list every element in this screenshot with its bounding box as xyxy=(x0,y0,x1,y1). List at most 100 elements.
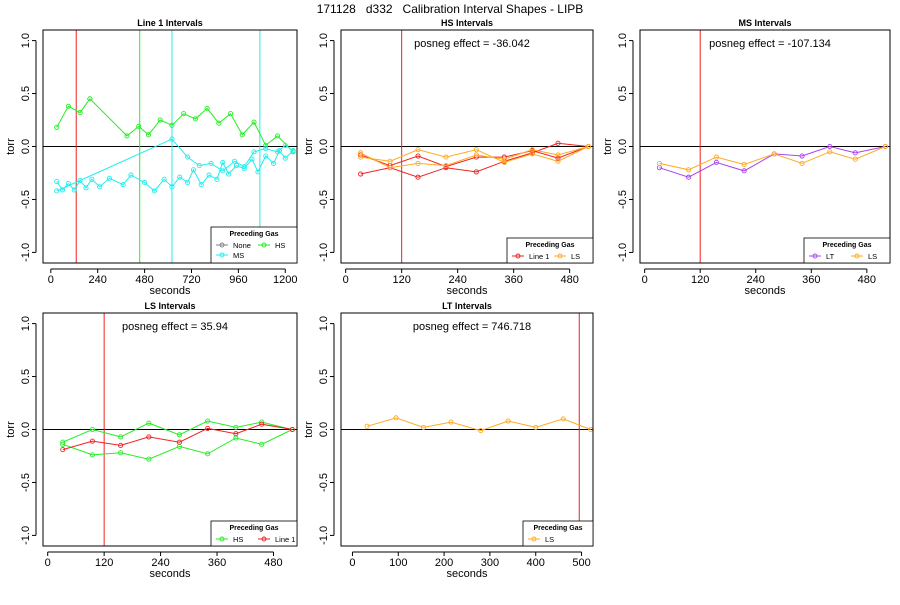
series-line-ls xyxy=(366,417,591,432)
data-point xyxy=(71,187,77,193)
legend-box xyxy=(506,237,594,264)
y-tick-label: -1.0 xyxy=(617,243,629,262)
data-point xyxy=(228,111,234,117)
plot-frame xyxy=(340,29,594,264)
data-point xyxy=(741,168,747,174)
data-point xyxy=(216,120,222,126)
data-point xyxy=(529,147,535,153)
series-line-hs xyxy=(56,98,294,153)
y-axis-label: torr xyxy=(5,138,17,155)
data-point xyxy=(54,178,60,184)
data-point xyxy=(358,152,364,158)
legend-entry-label: LS xyxy=(545,535,554,544)
data-point xyxy=(555,152,561,158)
legend-title: Preceding Gas xyxy=(525,242,574,249)
y-tick-label: -0.5 xyxy=(318,190,330,209)
y-tick-label: 0.0 xyxy=(20,139,32,154)
data-point xyxy=(387,165,393,171)
data-point xyxy=(415,147,421,153)
legend-entry-label: Line 1 xyxy=(275,535,295,544)
data-point xyxy=(204,105,210,111)
legend-marker xyxy=(219,242,225,248)
data-point xyxy=(533,424,539,430)
posneg-annotation: posneg effect = 35.94 xyxy=(122,321,228,333)
plot-frame xyxy=(42,29,298,264)
data-point xyxy=(192,116,198,122)
data-point xyxy=(473,147,479,153)
data-point xyxy=(176,439,182,445)
y-tick-label: 0.0 xyxy=(318,422,330,437)
data-point xyxy=(65,103,71,109)
y-tick-label: 1.0 xyxy=(20,33,32,48)
data-point xyxy=(54,124,60,130)
x-tick-label: 0 xyxy=(642,274,648,286)
series-line-ls xyxy=(360,146,589,163)
data-point xyxy=(77,110,83,116)
data-point xyxy=(106,175,112,181)
data-point xyxy=(882,143,888,150)
data-point xyxy=(259,421,265,427)
data-point xyxy=(151,188,157,194)
data-point xyxy=(505,418,511,424)
legend-entry-label: None xyxy=(233,241,251,250)
data-point xyxy=(443,163,449,169)
data-point xyxy=(555,140,561,146)
data-point xyxy=(274,133,281,139)
series-line-line-1 xyxy=(62,423,293,451)
data-point xyxy=(169,184,175,190)
data-point xyxy=(190,167,196,173)
legend-marker xyxy=(515,253,521,259)
y-tick-label: 0.0 xyxy=(318,139,330,154)
chart-panel-3: MS Intervals posneg effect = -107.134 0 120… xyxy=(602,18,891,297)
chart-title: HS Intervals xyxy=(441,18,493,28)
legend-entry-label: LS xyxy=(868,252,877,261)
data-point xyxy=(555,158,561,164)
x-axis-label: seconds xyxy=(447,285,488,297)
data-point xyxy=(473,169,479,175)
data-point xyxy=(124,133,130,139)
data-point xyxy=(120,182,126,188)
y-axis-label: torr xyxy=(5,421,17,438)
data-point xyxy=(220,159,226,165)
data-point xyxy=(176,432,182,438)
x-tick-label: 120 xyxy=(95,557,113,569)
data-point xyxy=(146,434,152,440)
x-tick-label: 100 xyxy=(389,557,407,569)
data-point xyxy=(198,182,204,188)
x-tick-label: 360 xyxy=(802,274,820,286)
data-point xyxy=(142,179,148,186)
data-point xyxy=(177,174,183,180)
plot-frame xyxy=(639,29,891,264)
data-point xyxy=(799,160,805,166)
plot-frame xyxy=(42,312,298,547)
data-point xyxy=(443,154,449,160)
legend: Preceding Gas LT LS xyxy=(803,237,891,264)
data-point xyxy=(251,119,257,125)
x-tick-label: 120 xyxy=(392,274,410,286)
x-tick-label: 500 xyxy=(572,557,590,569)
data-point xyxy=(60,439,66,445)
series-line-ls xyxy=(360,146,589,169)
data-point xyxy=(118,450,124,456)
data-point xyxy=(205,418,211,424)
data-point xyxy=(241,164,247,170)
legend: Preceding Gas LS xyxy=(522,520,594,547)
data-point xyxy=(118,434,124,440)
legend-marker xyxy=(812,253,818,259)
data-point xyxy=(161,176,167,182)
data-point xyxy=(799,153,805,159)
x-tick-label: 120 xyxy=(691,274,709,286)
data-point xyxy=(259,441,265,447)
y-tick-label: 1.0 xyxy=(617,33,629,48)
data-point xyxy=(83,185,89,191)
data-point xyxy=(263,142,269,148)
legend-entry-label: MS xyxy=(233,251,244,260)
data-point xyxy=(282,155,288,161)
data-point xyxy=(205,451,211,457)
series-line-ls xyxy=(659,146,886,171)
chart-title: Line 1 Intervals xyxy=(137,18,203,28)
legend: Preceding Gas None HS MS xyxy=(210,226,298,264)
legend-title: Preceding Gas xyxy=(229,231,278,238)
legend: Preceding Gas HS Line 1 xyxy=(210,520,298,547)
